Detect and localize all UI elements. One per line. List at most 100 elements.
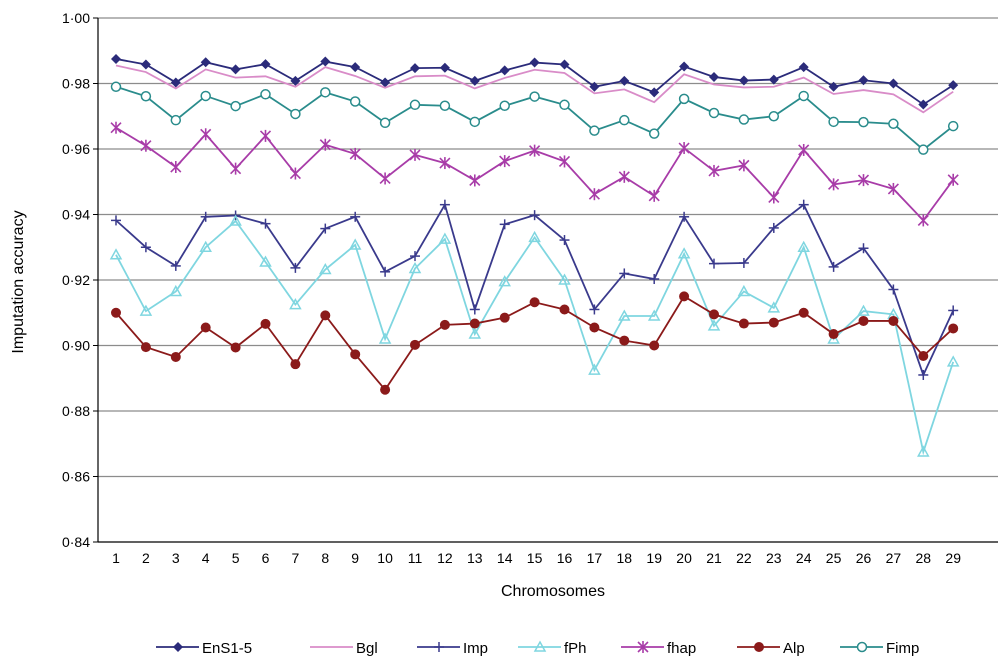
x-tick-label: 6 bbox=[262, 550, 270, 566]
data-point bbox=[530, 145, 540, 157]
data-point bbox=[440, 320, 450, 330]
x-tick-label: 25 bbox=[826, 550, 842, 566]
data-point bbox=[321, 88, 330, 97]
data-point bbox=[918, 351, 928, 361]
data-point bbox=[589, 188, 599, 200]
data-point bbox=[201, 91, 210, 100]
data-point bbox=[111, 250, 121, 259]
x-tick-label: 16 bbox=[557, 550, 573, 566]
data-point bbox=[560, 304, 570, 314]
x-tick-label: 2 bbox=[142, 550, 150, 566]
legend-item: Bgl bbox=[310, 640, 378, 657]
data-point bbox=[380, 385, 390, 395]
data-point bbox=[739, 115, 748, 124]
data-point bbox=[560, 100, 569, 109]
legend-label: Bgl bbox=[356, 640, 378, 657]
x-tick-label: 23 bbox=[766, 550, 782, 566]
data-point bbox=[350, 62, 360, 72]
data-point bbox=[949, 122, 958, 131]
data-point bbox=[320, 139, 330, 151]
data-point bbox=[261, 319, 271, 329]
data-point bbox=[619, 336, 629, 346]
data-point bbox=[290, 359, 300, 369]
data-point bbox=[320, 310, 330, 320]
x-tick-label: 12 bbox=[437, 550, 453, 566]
series-layer bbox=[111, 54, 958, 456]
data-point bbox=[769, 318, 779, 328]
data-point bbox=[679, 212, 689, 222]
legend-label: EnS1-5 bbox=[202, 640, 252, 657]
data-point bbox=[530, 297, 540, 307]
data-point bbox=[859, 118, 868, 127]
x-tick-label: 7 bbox=[292, 550, 300, 566]
data-point bbox=[261, 219, 271, 229]
data-point bbox=[649, 341, 659, 351]
legend-item: Alp bbox=[737, 640, 805, 657]
y-tick-label: 0·88 bbox=[62, 403, 90, 419]
x-tick-label: 3 bbox=[172, 550, 180, 566]
data-point bbox=[411, 100, 420, 109]
data-point bbox=[829, 329, 839, 339]
data-point bbox=[560, 155, 570, 167]
data-point bbox=[201, 212, 211, 222]
y-tick-label: 0·96 bbox=[62, 141, 90, 157]
data-point bbox=[799, 308, 809, 318]
data-point bbox=[649, 190, 659, 202]
x-tick-label: 19 bbox=[646, 550, 662, 566]
data-point bbox=[919, 145, 928, 154]
data-point bbox=[261, 90, 270, 99]
data-point bbox=[739, 319, 749, 329]
data-point bbox=[649, 274, 659, 284]
data-point bbox=[530, 58, 540, 68]
data-point bbox=[470, 76, 480, 86]
data-point bbox=[769, 191, 779, 203]
x-tick-label: 11 bbox=[408, 550, 423, 566]
data-point bbox=[889, 119, 898, 128]
data-point bbox=[290, 168, 300, 180]
x-tick-label: 4 bbox=[202, 550, 210, 566]
data-point bbox=[350, 212, 360, 222]
data-point bbox=[231, 64, 241, 74]
data-point bbox=[410, 251, 420, 261]
x-tick-label: 5 bbox=[232, 550, 240, 566]
data-point bbox=[709, 259, 719, 269]
data-point bbox=[709, 72, 719, 82]
data-point bbox=[948, 323, 958, 333]
x-tick-label: 24 bbox=[796, 550, 812, 566]
x-axis-title: Chromosomes bbox=[501, 583, 605, 600]
data-point bbox=[410, 149, 420, 161]
data-point bbox=[888, 183, 898, 195]
data-point bbox=[410, 63, 420, 73]
data-point bbox=[380, 267, 390, 277]
data-point bbox=[440, 200, 450, 210]
data-point bbox=[350, 148, 360, 160]
data-point bbox=[710, 108, 719, 117]
data-point bbox=[470, 304, 480, 314]
legend-item: fPh bbox=[518, 640, 587, 657]
data-point bbox=[141, 60, 151, 70]
data-point bbox=[859, 316, 869, 326]
data-point bbox=[500, 65, 510, 75]
data-point bbox=[888, 316, 898, 326]
legend-marker bbox=[434, 642, 444, 652]
data-point bbox=[141, 140, 151, 152]
x-tick-label: 27 bbox=[886, 550, 902, 566]
data-point bbox=[619, 171, 629, 183]
legend-label: Imp bbox=[463, 640, 488, 657]
series-line bbox=[116, 65, 953, 112]
x-tick-label: 1 bbox=[112, 550, 120, 566]
data-point bbox=[799, 144, 809, 156]
data-point bbox=[141, 92, 150, 101]
data-point bbox=[679, 142, 689, 154]
x-tick-label: 20 bbox=[676, 550, 692, 566]
series-line bbox=[116, 296, 953, 389]
legend-label: fhap bbox=[667, 640, 696, 657]
data-point bbox=[829, 117, 838, 126]
legend-label: Alp bbox=[783, 640, 805, 657]
data-point bbox=[948, 80, 958, 90]
y-axis-title: Imputation accuracy bbox=[10, 210, 27, 353]
x-tick-label: 9 bbox=[351, 550, 359, 566]
data-point bbox=[381, 118, 390, 127]
